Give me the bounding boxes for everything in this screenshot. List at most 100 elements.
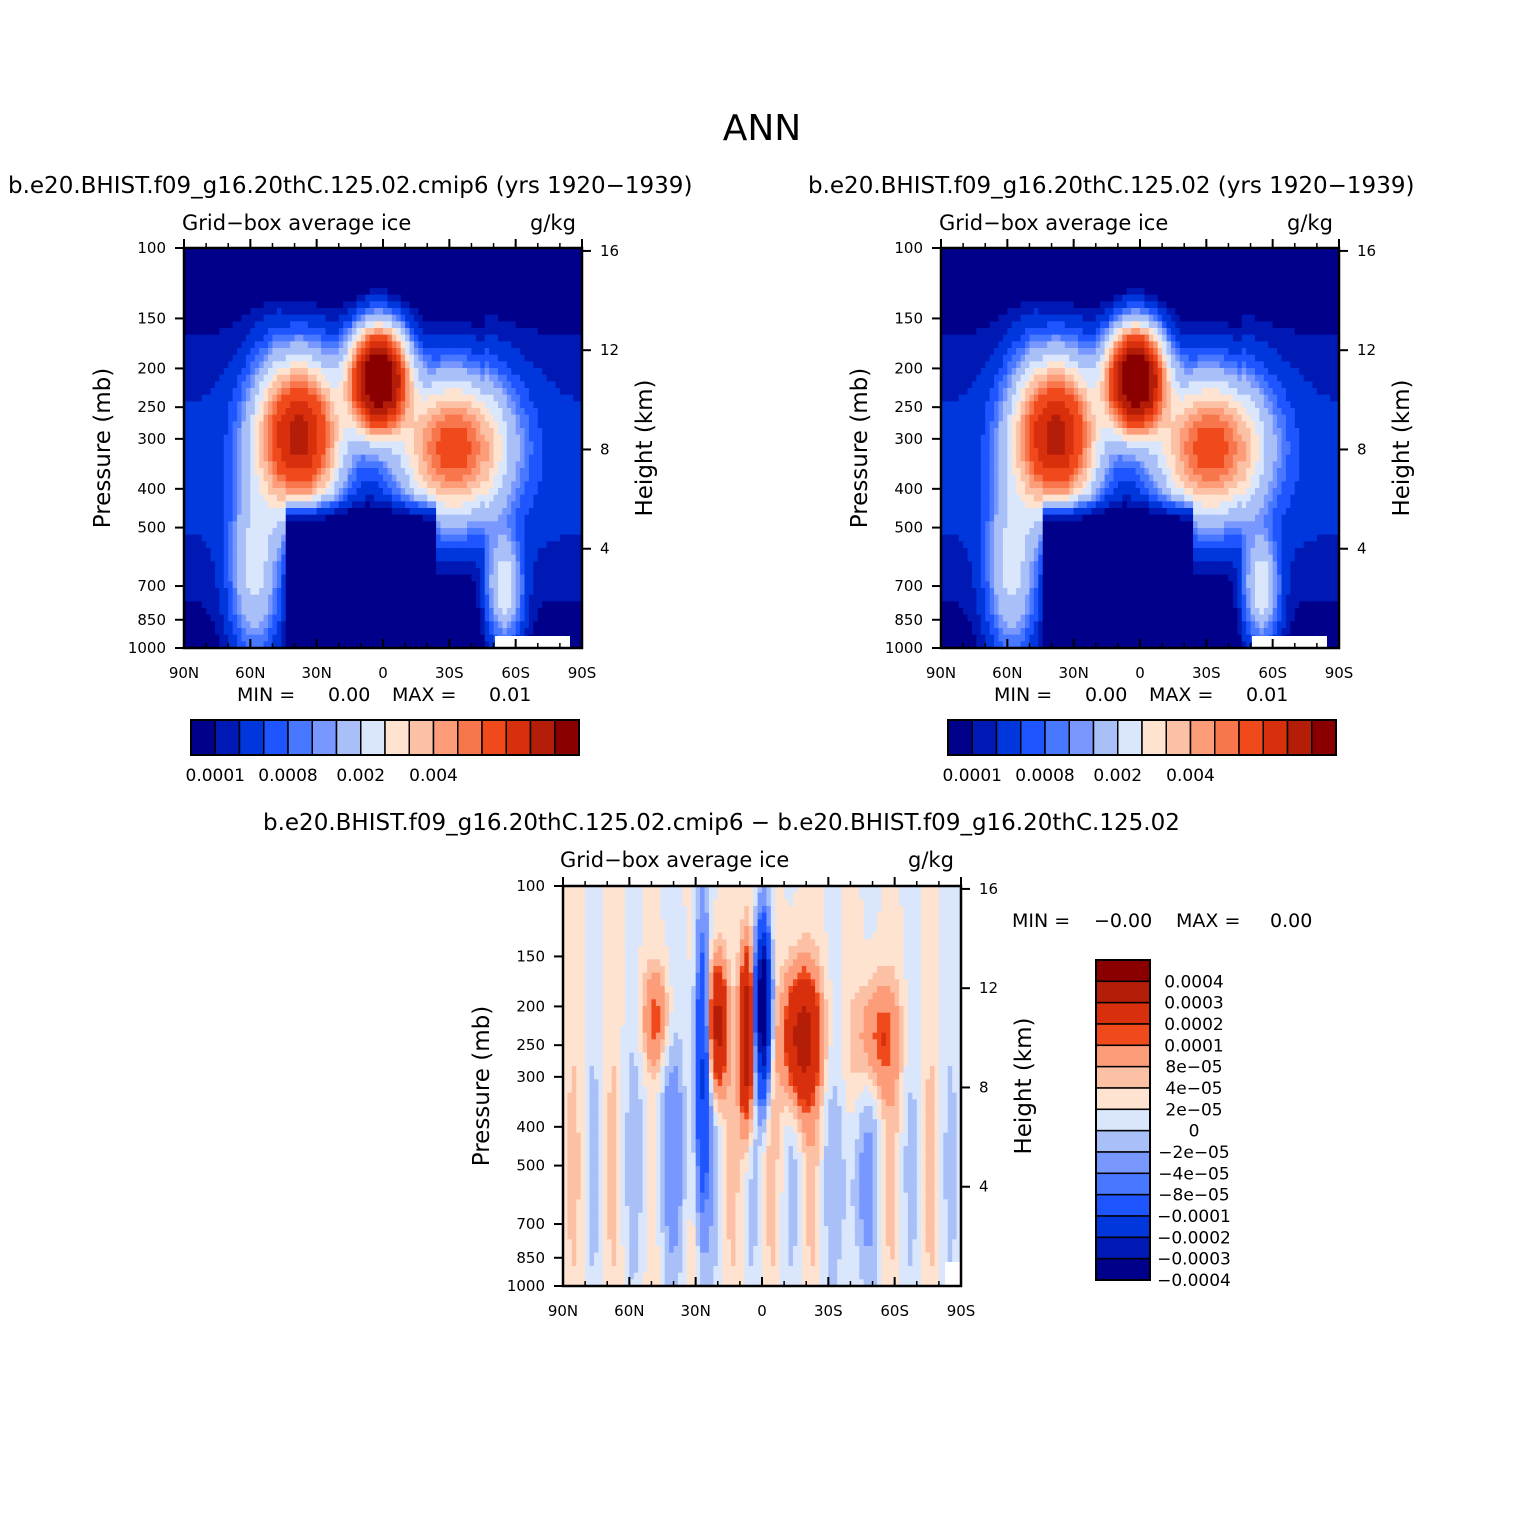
panel1-cell — [524, 301, 530, 309]
panel1-cell — [294, 261, 300, 269]
panel1-cell — [467, 488, 473, 496]
panel1-cell — [564, 361, 570, 369]
panel1-cell — [365, 428, 371, 436]
panel1-cell — [223, 428, 229, 436]
panel1-cell — [237, 501, 243, 509]
panel1-cell — [551, 481, 557, 489]
panel1-cell — [528, 314, 534, 322]
panel1-cell — [537, 328, 543, 336]
panel1-cell — [228, 488, 234, 496]
panel1-cell — [564, 414, 570, 422]
panel1-cell — [436, 334, 442, 342]
panel1-cell — [206, 574, 212, 582]
panel1-cell — [542, 308, 548, 316]
panel1-cell — [232, 281, 238, 289]
panel1-cell — [329, 428, 335, 436]
panel1-cell — [467, 294, 473, 302]
panel1-cell — [458, 294, 464, 302]
panel1-cell — [374, 588, 380, 596]
panel1-cell — [259, 354, 265, 362]
panel1-cell — [467, 528, 473, 536]
panel1-cell — [285, 268, 291, 276]
panel1-cell — [206, 614, 212, 622]
panel1-cell — [497, 454, 503, 462]
panel1-cell — [453, 308, 459, 316]
panel1-cell — [290, 381, 296, 389]
panel1-cell — [245, 328, 251, 336]
panel1-cell — [493, 608, 499, 616]
panel1-cell — [422, 288, 428, 296]
panel1-cell — [387, 548, 393, 556]
panel1-cell — [356, 274, 362, 282]
panel1-cell — [400, 261, 406, 269]
panel1-cell — [444, 441, 450, 449]
panel1-cell — [413, 248, 419, 256]
panel1-cell — [515, 574, 521, 582]
panel1-cell — [515, 461, 521, 469]
panel1-cell — [347, 328, 353, 336]
panel1-cell — [343, 521, 349, 529]
panel1-cell — [542, 348, 548, 356]
panel1-cell — [449, 548, 455, 556]
panel1-cell — [184, 601, 190, 609]
panel1-cell — [405, 561, 411, 569]
panel1-cell — [188, 374, 194, 382]
panel1-cell — [555, 554, 561, 562]
panel1-cell — [427, 288, 433, 296]
panel1-cell — [374, 288, 380, 296]
panel1-cell — [444, 314, 450, 322]
panel1-cell — [237, 448, 243, 456]
panel1-cell — [347, 514, 353, 522]
panel1-cell — [290, 414, 296, 422]
panel1-cell — [458, 341, 464, 349]
panel1-cell — [369, 321, 375, 329]
panel1-cell — [515, 481, 521, 489]
panel1-cell — [294, 341, 300, 349]
panel1-cell — [276, 588, 282, 596]
panel1-cell — [462, 401, 468, 409]
panel1-cell — [515, 454, 521, 462]
panel1-cell — [197, 548, 203, 556]
panel1-cell — [307, 388, 313, 396]
panel1-cell — [568, 414, 574, 422]
panel1-cell — [259, 314, 265, 322]
panel1-cell — [259, 614, 265, 622]
panel1-cell — [400, 374, 406, 382]
panel1-cell — [281, 488, 287, 496]
panel1-cell — [245, 514, 251, 522]
panel1-cell — [219, 461, 225, 469]
panel1-cell — [467, 554, 473, 562]
panel1-cell — [440, 288, 446, 296]
panel1-cell — [228, 348, 234, 356]
panel1-cell — [192, 508, 198, 516]
panel1-cell — [298, 501, 304, 509]
panel1-cell — [422, 268, 428, 276]
panel1-cell — [551, 441, 557, 449]
panel1-cell — [343, 594, 349, 602]
panel1-cell — [338, 314, 344, 322]
panel1-cell — [228, 414, 234, 422]
panel1-cell — [396, 414, 402, 422]
panel1-cell — [427, 328, 433, 336]
panel1-cell — [396, 281, 402, 289]
panel1-cell — [316, 441, 322, 449]
panel1-cell — [316, 554, 322, 562]
panel1-cell — [334, 274, 340, 282]
panel1-cell — [329, 361, 335, 369]
panel1-cell — [480, 514, 486, 522]
panel1-cell — [374, 361, 380, 369]
panel1-cell — [568, 394, 574, 402]
panel1-cell — [365, 554, 371, 562]
panel1-cell — [219, 581, 225, 589]
panel1-cell — [201, 354, 207, 362]
panel1-cell — [524, 328, 530, 336]
panel1-cell — [338, 328, 344, 336]
panel1-cell — [391, 381, 397, 389]
panel1-cell — [577, 348, 583, 356]
panel1-cell — [409, 521, 415, 529]
panel1-cell — [232, 421, 238, 429]
panel1-cell — [219, 361, 225, 369]
panel1-cell — [298, 601, 304, 609]
panel1-cell — [259, 261, 265, 269]
panel1-cell — [369, 574, 375, 582]
